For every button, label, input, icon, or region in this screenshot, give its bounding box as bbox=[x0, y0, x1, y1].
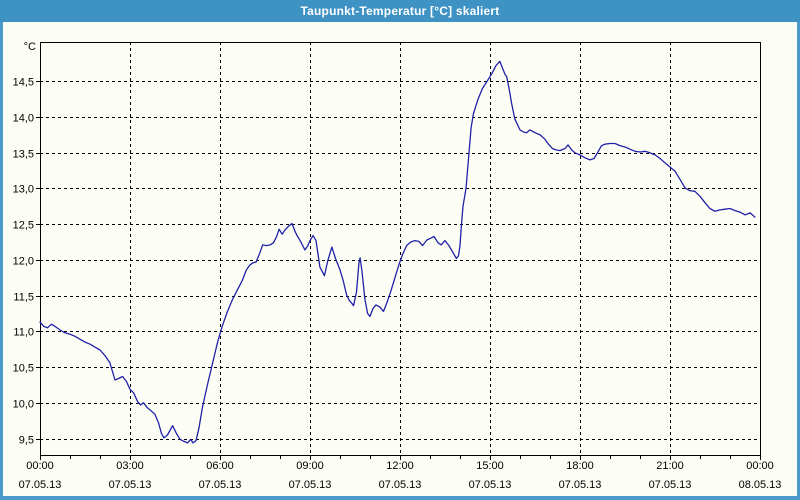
y-tick-label: 11,5 bbox=[13, 292, 34, 304]
y-tick-label: 13,5 bbox=[13, 149, 34, 161]
x-tick-date-label: 07.05.13 bbox=[199, 479, 242, 491]
x-tick-time-label: 18:00 bbox=[566, 460, 594, 472]
window-border-right bbox=[797, 22, 800, 500]
y-tick-label: 13,0 bbox=[13, 184, 34, 196]
chart-title: Taupunkt-Temperatur [°C] skaliert bbox=[300, 4, 500, 18]
y-tick-label: 12,5 bbox=[13, 220, 34, 232]
y-tick-label: 12,0 bbox=[13, 256, 34, 268]
x-tick-date-label: 08.05.13 bbox=[739, 479, 782, 491]
x-tick-time-label: 00:00 bbox=[26, 460, 54, 472]
titlebar: Taupunkt-Temperatur [°C] skaliert bbox=[0, 0, 800, 22]
plot-frame bbox=[40, 42, 761, 456]
x-tick-date-label: 07.05.13 bbox=[19, 479, 62, 491]
x-tick-date-label: 07.05.13 bbox=[469, 479, 512, 491]
x-tick-time-label: 21:00 bbox=[656, 460, 684, 472]
x-tick-time-label: 09:00 bbox=[296, 460, 324, 472]
y-tick-label: 11,0 bbox=[13, 327, 34, 339]
x-tick-time-label: 03:00 bbox=[116, 460, 144, 472]
x-tick-date-label: 07.05.13 bbox=[109, 479, 152, 491]
y-tick-label: 10,0 bbox=[13, 399, 34, 411]
x-tick-date-label: 07.05.13 bbox=[559, 479, 602, 491]
x-tick-time-label: 15:00 bbox=[476, 460, 504, 472]
x-tick-date-label: 07.05.13 bbox=[649, 479, 692, 491]
series-line bbox=[39, 60, 756, 444]
x-tick-date-label: 07.05.13 bbox=[379, 479, 422, 491]
x-tick-time-label: 06:00 bbox=[206, 460, 234, 472]
y-tick-label: 14,0 bbox=[13, 113, 34, 125]
x-tick-time-label: 12:00 bbox=[386, 460, 414, 472]
x-tick-date-label: 07.05.13 bbox=[289, 479, 332, 491]
y-axis-unit-label: °C bbox=[24, 41, 36, 53]
y-tick-label: 10,5 bbox=[13, 363, 34, 375]
window-border-left bbox=[0, 22, 3, 500]
y-tick-label: 9,5 bbox=[19, 435, 34, 447]
window-border-bottom bbox=[0, 496, 800, 500]
y-tick-label: 14,5 bbox=[13, 77, 34, 89]
x-tick-time-label: 00:00 bbox=[746, 460, 774, 472]
